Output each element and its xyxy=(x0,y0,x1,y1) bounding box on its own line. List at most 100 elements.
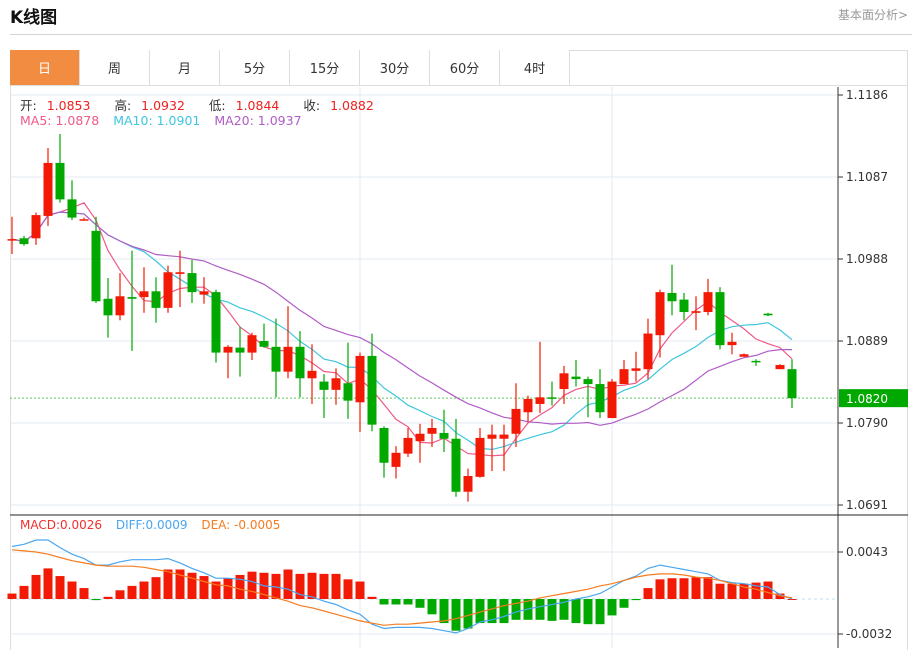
ohlc-legend: 开: 1.0853 高: 1.0932 低: 1.0844 收: 1.0882 xyxy=(20,95,394,114)
candle-body xyxy=(307,370,317,379)
macd-bar xyxy=(763,581,773,600)
candle-body xyxy=(67,199,77,218)
candle-body xyxy=(655,292,665,336)
candle-body xyxy=(19,238,29,245)
candle xyxy=(679,292,689,321)
macd-bar xyxy=(715,583,725,600)
macd-bar xyxy=(439,599,449,624)
candle xyxy=(175,250,185,308)
price-tick-label: 1.0691 xyxy=(846,498,888,512)
macd-bar xyxy=(583,599,593,625)
candle xyxy=(355,352,365,433)
candle xyxy=(127,250,137,351)
high-label: 高: xyxy=(114,98,132,113)
dea-value: DEA: -0.0005 xyxy=(201,518,281,532)
candle-body xyxy=(607,381,617,419)
page-title: K线图 xyxy=(10,8,58,28)
tab-5min[interactable]: 5分 xyxy=(220,50,290,86)
macd-bar xyxy=(31,574,41,600)
divider xyxy=(10,34,912,35)
candle xyxy=(439,409,449,452)
candle-body xyxy=(631,368,641,371)
macd-bar xyxy=(787,599,797,601)
macd-bar xyxy=(751,582,761,600)
candle-body xyxy=(343,383,353,401)
candle xyxy=(559,365,569,404)
macd-bar xyxy=(247,571,257,600)
candle xyxy=(247,332,257,361)
candle-body xyxy=(187,273,197,293)
macd-bar xyxy=(127,585,137,600)
candle-body xyxy=(475,437,485,477)
candle-body xyxy=(667,292,677,302)
candle-body xyxy=(703,292,713,313)
candle xyxy=(415,423,425,463)
candle-body xyxy=(367,355,377,425)
macd-bar xyxy=(547,599,557,621)
candle-body xyxy=(355,355,365,403)
candle xyxy=(55,133,65,203)
candle xyxy=(751,359,761,366)
candle-body xyxy=(787,369,797,399)
low-value: 1.0844 xyxy=(235,98,280,113)
candle-body xyxy=(571,376,581,380)
macd-bar xyxy=(631,599,641,601)
macd-bar xyxy=(691,577,701,600)
candle-body xyxy=(595,384,605,413)
candle xyxy=(295,331,305,398)
close-value: 1.0882 xyxy=(330,98,374,113)
price-tick-label: 1.0988 xyxy=(846,252,888,266)
tab-month[interactable]: 月 xyxy=(150,50,220,86)
candle-body xyxy=(331,378,341,390)
period-tabs: 日 周 月 5分 15分 30分 60分 4时 xyxy=(10,50,570,86)
candle-body xyxy=(511,408,521,434)
candle xyxy=(151,277,161,323)
candle-body xyxy=(415,433,425,442)
macd-bar xyxy=(223,578,233,600)
candle-body xyxy=(391,452,401,467)
candle xyxy=(403,427,413,457)
tab-30min[interactable]: 30分 xyxy=(360,50,430,86)
tabs-underline xyxy=(570,85,908,86)
candle xyxy=(391,446,401,479)
candle xyxy=(643,318,653,380)
candle-body xyxy=(319,381,329,390)
tab-day[interactable]: 日 xyxy=(10,50,80,86)
macd-bar xyxy=(163,569,173,600)
fundamental-analysis-link[interactable]: 基本面分析> xyxy=(837,8,908,22)
macd-bar xyxy=(151,577,161,600)
macd-bar xyxy=(571,599,581,624)
tab-15min[interactable]: 15分 xyxy=(290,50,360,86)
candle xyxy=(427,418,437,448)
macd-bar xyxy=(655,579,665,600)
macd-bar xyxy=(511,599,521,620)
candle-body xyxy=(199,291,209,295)
candle xyxy=(307,344,317,404)
candle xyxy=(655,289,665,358)
candle xyxy=(223,345,233,379)
candle-body xyxy=(103,298,113,316)
tab-60min[interactable]: 60分 xyxy=(430,50,500,86)
ma5-value: MA5: 1.0878 xyxy=(20,113,100,128)
tab-4hour[interactable]: 4时 xyxy=(500,50,570,86)
macd-bar xyxy=(175,569,185,600)
macd-bar xyxy=(667,578,677,600)
candle xyxy=(607,379,617,419)
candle-body xyxy=(139,291,149,298)
candle-body xyxy=(55,162,65,200)
candle-body xyxy=(439,432,449,439)
ma5-line xyxy=(11,202,793,457)
candle-body xyxy=(535,397,545,404)
candle xyxy=(703,278,713,316)
candle xyxy=(379,426,389,478)
macd-bar xyxy=(559,599,569,620)
high-value: 1.0932 xyxy=(141,98,185,113)
candle-body xyxy=(175,272,185,274)
candle xyxy=(739,353,749,357)
macd-bar xyxy=(487,599,497,624)
candle-body xyxy=(523,398,533,413)
macd-bar xyxy=(703,577,713,600)
macd-bar xyxy=(283,569,293,600)
tab-week[interactable]: 周 xyxy=(80,50,150,86)
